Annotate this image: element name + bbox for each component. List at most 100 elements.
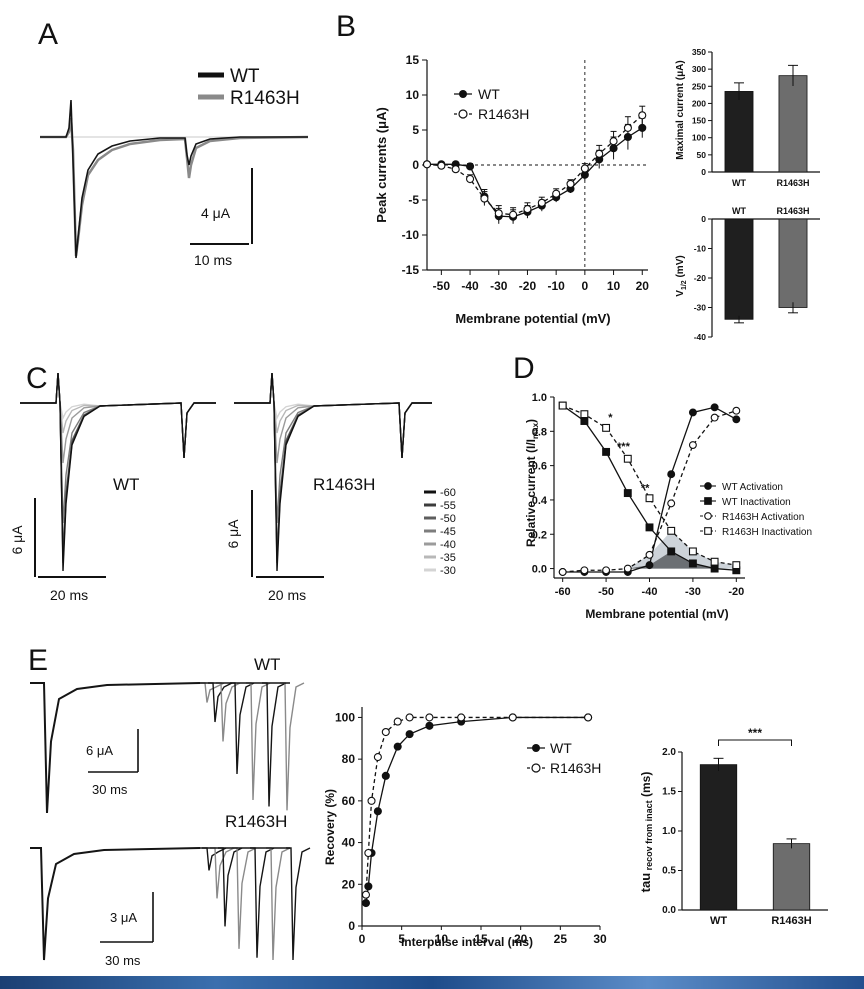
bar-r1463h <box>772 843 811 911</box>
chart-d-ticks: 1.0 0.8 0.6 0.4 0.2 0.0 -60 -50 -40 -30 -20 <box>532 392 745 598</box>
r1463h-inactivation-point <box>667 526 676 535</box>
y-tick-label: 0 <box>701 167 706 177</box>
series-r1463h-line <box>365 716 589 895</box>
significance-bracket <box>718 739 792 746</box>
bottom-strip <box>0 976 864 989</box>
chart-b-v-half: 0 -10 -20 -30 -40 WT R1463H V1/2 (mV) <box>675 206 820 342</box>
voltage-label: -35 <box>440 552 456 564</box>
label-r1463h: R1463H <box>313 475 375 494</box>
y-tick-label: 0 <box>701 214 706 224</box>
wt-inactivation-point <box>623 489 632 498</box>
chart-bmax-ticks: 0 50 100 150 200 250 300 350 WT R1463H <box>692 47 820 188</box>
wt-activation-point <box>710 403 719 412</box>
wt-activation-point <box>688 408 697 417</box>
r1463h-inactivation-point <box>558 401 567 410</box>
legend-label-r1463h: R1463H <box>550 760 601 776</box>
series-r1463h-point <box>508 713 517 722</box>
wt-trace--55 <box>20 372 216 564</box>
tau-sub: recov from inact <box>644 800 654 873</box>
chart-e: 0 20 40 60 80 100 0 5 10 15 20 25 30 Interpulse inte… <box>323 707 607 949</box>
y-tick-label: -40 <box>694 332 707 342</box>
x-tick-label: -40 <box>461 279 479 293</box>
d-ylabel-sub: max <box>531 422 540 439</box>
r1463h-trace--50 <box>234 372 432 554</box>
x-tick-label: -20 <box>728 586 744 598</box>
r1463h-inactivation-point <box>688 547 697 556</box>
chart-d: 1.00.80.60.40.20.0-60 -50 -40 -30 -20 ******… <box>524 392 812 621</box>
scale-label-y-wt: 6 μA <box>9 525 25 555</box>
series-r1463h-point <box>425 713 434 722</box>
y-tick-label: 1.0 <box>532 392 547 404</box>
scale-label-x-wt: 20 ms <box>50 587 88 603</box>
x-tick-label: 25 <box>554 932 568 946</box>
scale-label-x-r1463h: 20 ms <box>268 587 306 603</box>
y-tick-label: 0.5 <box>662 866 676 877</box>
y-tick-label: -20 <box>694 273 707 283</box>
r1463h-inactivation-point <box>732 561 741 570</box>
voltage-label: -55 <box>440 500 456 512</box>
series-r1463h-point <box>523 205 532 214</box>
category-label: WT <box>732 178 746 188</box>
bar-r1463h <box>778 75 808 173</box>
legend-marker <box>704 527 712 535</box>
chart-b-xlabel: Membrane potential (mV) <box>455 311 610 326</box>
series-r1463h-point <box>638 111 647 120</box>
r1463h-inactivation-point <box>602 423 611 432</box>
scale-label-x-wt: 30 ms <box>92 782 128 797</box>
x-tick-label: 10 <box>435 932 449 946</box>
wt-activation-point <box>645 561 654 570</box>
bar-r1463h <box>778 218 808 308</box>
voltage-label: -40 <box>440 539 456 551</box>
series-r1463h-point <box>405 713 414 722</box>
y-tick-label: 250 <box>692 81 706 91</box>
wt-activation-line <box>562 406 737 573</box>
series-wt-point <box>381 771 390 780</box>
y-tick-label: 0.0 <box>532 564 547 576</box>
chart-b-maximal-current: 0 50 100 150 200 250 300 350 WT R1463H Maximal cu… <box>675 47 820 188</box>
legend-marker <box>704 482 712 490</box>
y-tick-label: 1.0 <box>662 826 676 837</box>
y-tick-label: 350 <box>692 47 706 57</box>
legend-label: R1463H Inactivation <box>722 527 812 538</box>
wt-inactivation-point <box>580 417 589 425</box>
r1463h-test-pulse <box>286 847 311 961</box>
legend-label: WT Activation <box>722 482 783 493</box>
wt-test-pulse <box>280 682 305 811</box>
y-tick-label: 100 <box>335 710 355 724</box>
r1463h-trace--60 <box>234 372 432 572</box>
series-r1463h-point <box>451 165 460 174</box>
y-tick-label: 60 <box>342 794 356 808</box>
x-tick-label: -50 <box>433 279 451 293</box>
y-tick-label: 2.0 <box>662 747 676 758</box>
legend-marker-wt <box>532 744 540 752</box>
series-r1463h-point <box>373 753 382 762</box>
significance-mark: * <box>608 412 613 424</box>
legend-label: WT Inactivation <box>722 497 791 508</box>
series-r1463h-point <box>437 161 446 170</box>
chart-e-plot <box>361 713 593 908</box>
x-tick-label: 20 <box>514 932 528 946</box>
y-tick-label: 5 <box>412 123 419 137</box>
x-tick-label: 5 <box>398 932 405 946</box>
legend-marker <box>704 512 712 520</box>
x-tick-label: -40 <box>642 586 658 598</box>
series-r1463h-point <box>480 194 489 203</box>
scale-label-y-r1463h: 3 μA <box>110 910 137 925</box>
panel-label-a: A <box>38 18 58 51</box>
category-label: WT <box>710 915 727 927</box>
y-tick-label: 150 <box>692 116 706 126</box>
chart-e-xlabel: Interpulse interval (ms) <box>401 935 533 949</box>
series-r1463h-point <box>457 713 466 722</box>
voltage-label: -50 <box>440 513 456 525</box>
series-r1463h-point <box>466 174 475 184</box>
series-r1463h-point <box>623 123 632 132</box>
y-tick-label: 0.4 <box>532 495 548 507</box>
r1463h-inactivation-point <box>645 494 654 503</box>
x-tick-label: 30 <box>593 932 607 946</box>
r1463h-activation-line <box>562 410 737 573</box>
category-label: WT <box>732 206 746 216</box>
tau-main: tau <box>638 873 653 893</box>
legend-label-r1463h: R1463H <box>478 106 529 122</box>
